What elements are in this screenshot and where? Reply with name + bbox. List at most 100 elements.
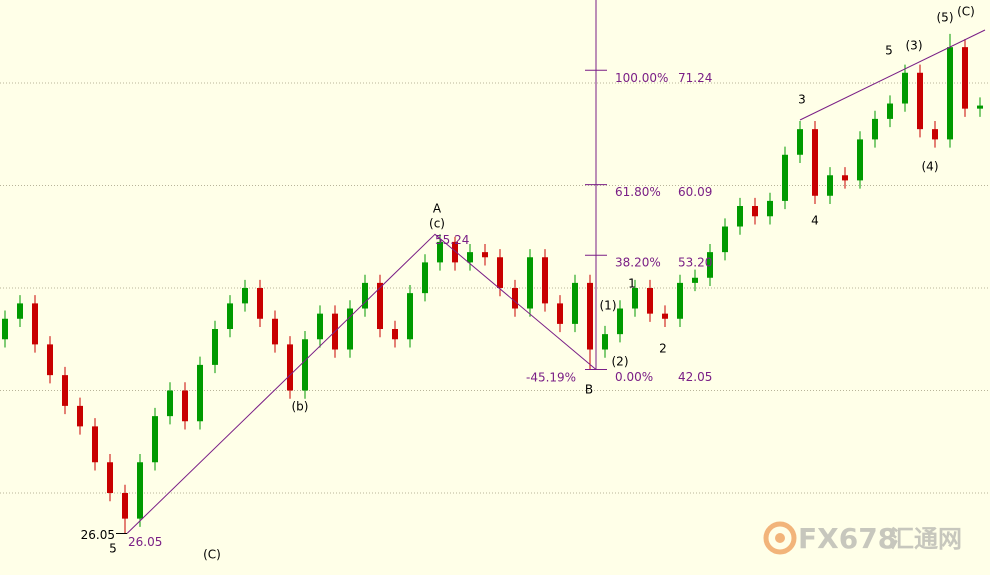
candle-body (767, 200, 773, 217)
candle-body (362, 282, 368, 309)
candle-body (422, 262, 428, 294)
candle-body (152, 416, 158, 463)
trend-line (799, 29, 986, 121)
fib-ratio: 61.80% (615, 185, 661, 199)
candle-body (977, 105, 983, 109)
candle-body (647, 288, 653, 314)
candle-body (527, 257, 533, 309)
candle-body (677, 282, 683, 319)
candle-body (512, 288, 518, 309)
fib-price: 53.20 (678, 256, 712, 270)
candle-body (317, 313, 323, 340)
wave-label: (c) (429, 217, 445, 231)
wave-label: 2 (659, 342, 667, 356)
candle-body (827, 175, 833, 196)
low-label: 26.05 (81, 528, 115, 542)
wave-label: (C) (203, 548, 221, 562)
candle-body (137, 462, 143, 519)
candle-body (212, 329, 218, 365)
candle-body (257, 288, 263, 319)
fib-price: 42.05 (678, 370, 712, 384)
candle-body (857, 139, 863, 181)
candle-body (632, 288, 638, 309)
candle-body (242, 288, 248, 304)
candle-body (287, 344, 293, 391)
candle-body (587, 282, 593, 350)
wave-label: (1) (600, 299, 617, 313)
candle-body (17, 303, 23, 319)
candle-body (302, 339, 308, 391)
candle-body (917, 72, 923, 130)
candle-body (497, 257, 503, 289)
wave-label: (2) (612, 355, 629, 369)
candle-body (467, 252, 473, 263)
candle-body (437, 241, 443, 263)
wave-label: 1 (628, 277, 636, 291)
wave-label: 4 (811, 214, 819, 228)
candle-body (797, 129, 803, 155)
wave-label: (C) (957, 5, 975, 19)
wave-label: 5 (109, 542, 117, 556)
candle-body (902, 72, 908, 104)
candle-body (692, 277, 698, 283)
candle-body (347, 308, 353, 350)
watermark-name: 汇通网 (890, 525, 962, 553)
wave-label: (5) (937, 11, 954, 25)
candle-body (182, 390, 188, 422)
candle-body (47, 344, 53, 376)
candle-body (947, 47, 953, 140)
candle-body (227, 303, 233, 330)
candle-body (872, 118, 878, 140)
candle-body (617, 308, 623, 335)
candle-body (662, 313, 668, 319)
wave-line (126, 233, 597, 534)
candle-body (752, 206, 758, 217)
candle-body (272, 318, 278, 345)
wave-label: (4) (922, 160, 939, 174)
candle-body (542, 257, 548, 304)
fib-ratio: 38.20% (615, 256, 661, 270)
wave-label: (b) (292, 400, 309, 414)
candle-body (122, 493, 128, 519)
fib-price: 60.09 (678, 185, 712, 199)
overlay: 100.00% 71.24 61.80% 60.09 38.20% 53.20 0.00% 4… (81, 0, 986, 562)
watermark-logo (763, 521, 797, 555)
candle-body (92, 426, 98, 463)
candle-body (812, 129, 818, 196)
candle-body (482, 252, 488, 258)
wave-label: 3 (798, 93, 806, 107)
candle-body (167, 390, 173, 417)
candle-body (887, 103, 893, 119)
retracement-label: -45.19% (526, 371, 576, 385)
wave-label: 5 (885, 44, 893, 58)
wave-label: A (433, 202, 442, 216)
candle-body (842, 175, 848, 181)
low-label: 26.05 (128, 535, 162, 549)
candle-body (782, 154, 788, 201)
candle-body (197, 364, 203, 422)
fib-ratio: 100.00% (615, 71, 668, 85)
wave-label: (3) (906, 39, 923, 53)
candle-body (377, 282, 383, 330)
candle-body (707, 252, 713, 278)
candle-body (962, 47, 968, 109)
candle-body (737, 206, 743, 227)
candle-body (2, 318, 8, 340)
candle-body (452, 241, 458, 263)
candle-body (722, 226, 728, 253)
candle-body (572, 282, 578, 324)
watermark-brand: FX678 (798, 522, 897, 555)
watermark: FX678 汇通网 (763, 521, 962, 555)
high-label: 55.24 (435, 233, 469, 247)
candles (2, 33, 983, 534)
wave-label: B (585, 383, 593, 397)
candle-body (557, 303, 563, 324)
fib-ratio: 0.00% (615, 370, 653, 384)
fib-price: 71.24 (678, 71, 712, 85)
candle-body (77, 405, 83, 427)
candle-body (107, 462, 113, 494)
candle-body (392, 329, 398, 340)
candle-body (932, 129, 938, 140)
